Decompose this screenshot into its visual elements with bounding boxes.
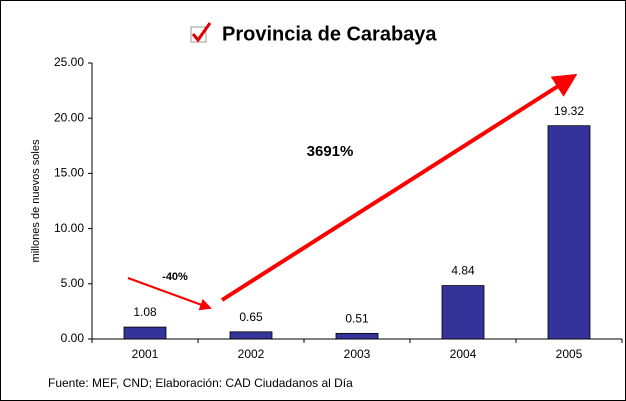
chart-title: Provincia de Carabaya (222, 23, 437, 45)
source-note: Fuente: MEF, CND; Elaboración: CAD Ciuda… (48, 376, 353, 390)
annotation: 3691% (307, 143, 354, 160)
y-tick-label: 15.00 (54, 166, 84, 180)
data-label: 0.51 (345, 312, 369, 326)
y-tick-label: 20.00 (54, 110, 84, 124)
data-label: 4.84 (451, 264, 475, 278)
arrow (220, 73, 578, 302)
y-axis-label: millones de nuevos soles (30, 139, 42, 262)
y-tick-label: 25.00 (54, 55, 84, 69)
x-tick-label: 2003 (344, 347, 371, 361)
data-label: 1.08 (133, 305, 157, 319)
data-label: 19.32 (554, 104, 584, 118)
bar (335, 332, 379, 340)
x-tick-label: 2002 (238, 347, 265, 361)
annotation: -40% (162, 271, 188, 283)
x-tick-label: 2001 (132, 347, 159, 361)
y-tick-label: 0.00 (61, 331, 85, 345)
x-tick-label: 2004 (450, 347, 477, 361)
x-tick-label: 2005 (556, 347, 583, 361)
y-tick-label: 5.00 (61, 276, 85, 290)
bar (441, 285, 485, 340)
y-tick-label: 10.00 (54, 221, 84, 235)
checkbox-icon (190, 22, 212, 43)
bar (123, 326, 167, 340)
bar (229, 331, 273, 340)
data-label: 0.65 (239, 310, 263, 324)
bar (547, 125, 591, 340)
arrow (127, 277, 212, 311)
